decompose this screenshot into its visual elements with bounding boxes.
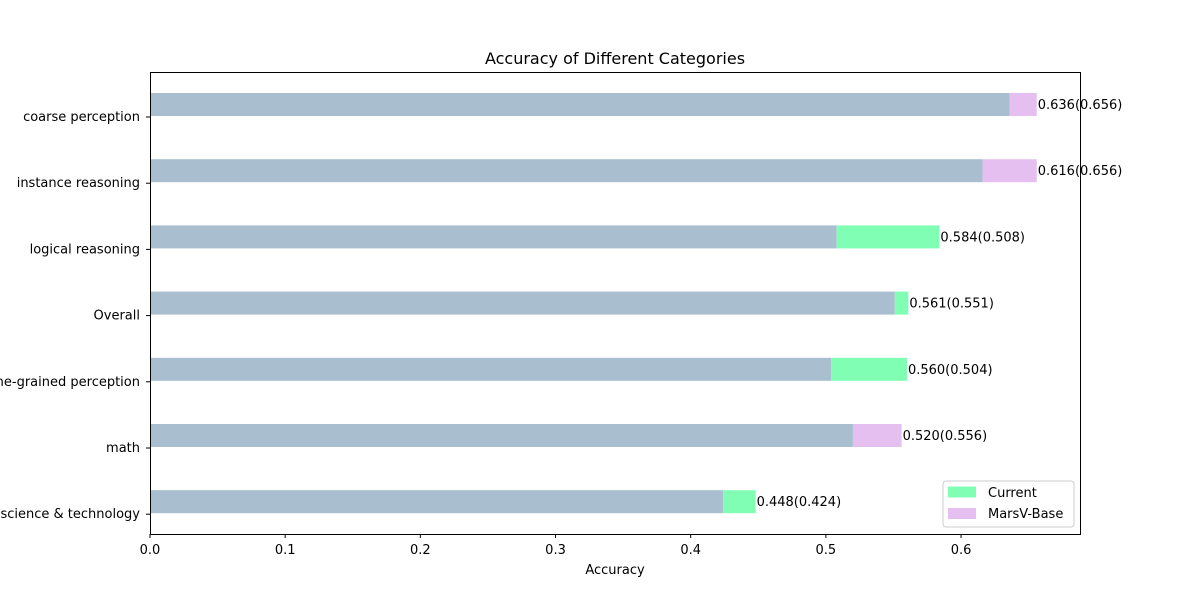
bar-base-coarse-perception xyxy=(150,93,1010,116)
y-tick-label-instance-reasoning: instance reasoning xyxy=(17,176,140,191)
bar-diff-instance-reasoning xyxy=(982,159,1037,183)
y-tick-label-logical-reasoning: logical reasoning xyxy=(30,242,140,257)
bar-diff-fine-grained-perception xyxy=(831,357,907,381)
bar-base-logical-reasoning xyxy=(150,225,837,249)
data-labels: 0.636(0.656)0.616(0.656)0.584(0.508)0.56… xyxy=(757,98,1123,510)
data-label-fine-grained-perception: 0.560(0.504) xyxy=(908,363,993,378)
data-label-overall: 0.561(0.551) xyxy=(909,297,994,312)
bar-base-math xyxy=(150,424,853,447)
bar-base-overall xyxy=(150,291,895,315)
bar-base-instance-reasoning xyxy=(150,159,983,183)
y-tick-label-coarse-perception: coarse perception xyxy=(23,110,140,125)
bar-diff-overall xyxy=(894,291,909,315)
x-tick-label: 0.6 xyxy=(951,543,972,558)
bar-diff-coarse-perception xyxy=(1009,93,1037,116)
x-tick-label: 0.3 xyxy=(545,543,566,558)
data-label-science-technology: 0.448(0.424) xyxy=(757,495,842,510)
x-axis-title: Accuracy xyxy=(585,563,645,578)
y-tick-label-overall: Overall xyxy=(94,309,140,324)
legend-swatch-marsv-base xyxy=(948,508,976,519)
y-tick-label-science-technology: science & technology xyxy=(0,507,140,522)
data-label-logical-reasoning: 0.584(0.508) xyxy=(940,230,1025,245)
x-tick-label: 0.5 xyxy=(816,543,837,558)
plot-frame xyxy=(150,72,1081,535)
x-tick-label: 0.0 xyxy=(140,543,161,558)
x-tick-label: 0.1 xyxy=(275,543,296,558)
legend-label-current: Current xyxy=(988,486,1037,501)
x-tick-label: 0.2 xyxy=(410,543,431,558)
chart-title: Accuracy of Different Categories xyxy=(485,49,745,68)
legend-swatch-current xyxy=(948,486,976,498)
x-ticks: 0.0 0.1 0.2 0.3 0.4 0.5 0.6 xyxy=(140,534,972,558)
x-tick-label: 0.4 xyxy=(680,543,701,558)
bar-diff-logical-reasoning xyxy=(836,225,940,249)
legend: Current MarsV-Base xyxy=(942,480,1075,528)
bar-base-science-technology xyxy=(150,490,724,514)
bar-diff-math xyxy=(852,424,902,447)
bars-group xyxy=(150,93,1037,514)
y-tick-label-fine-grained-perception: fine-grained perception xyxy=(0,375,140,390)
legend-label-marsv-base: MarsV-Base xyxy=(988,507,1063,522)
bar-base-fine-grained-perception xyxy=(150,357,832,381)
y-tick-labels: coarse perception instance reasoning logic… xyxy=(0,110,150,522)
bar-diff-science-technology xyxy=(723,490,756,514)
data-label-math: 0.520(0.556) xyxy=(903,429,988,444)
y-tick-label-math: math xyxy=(106,441,140,456)
